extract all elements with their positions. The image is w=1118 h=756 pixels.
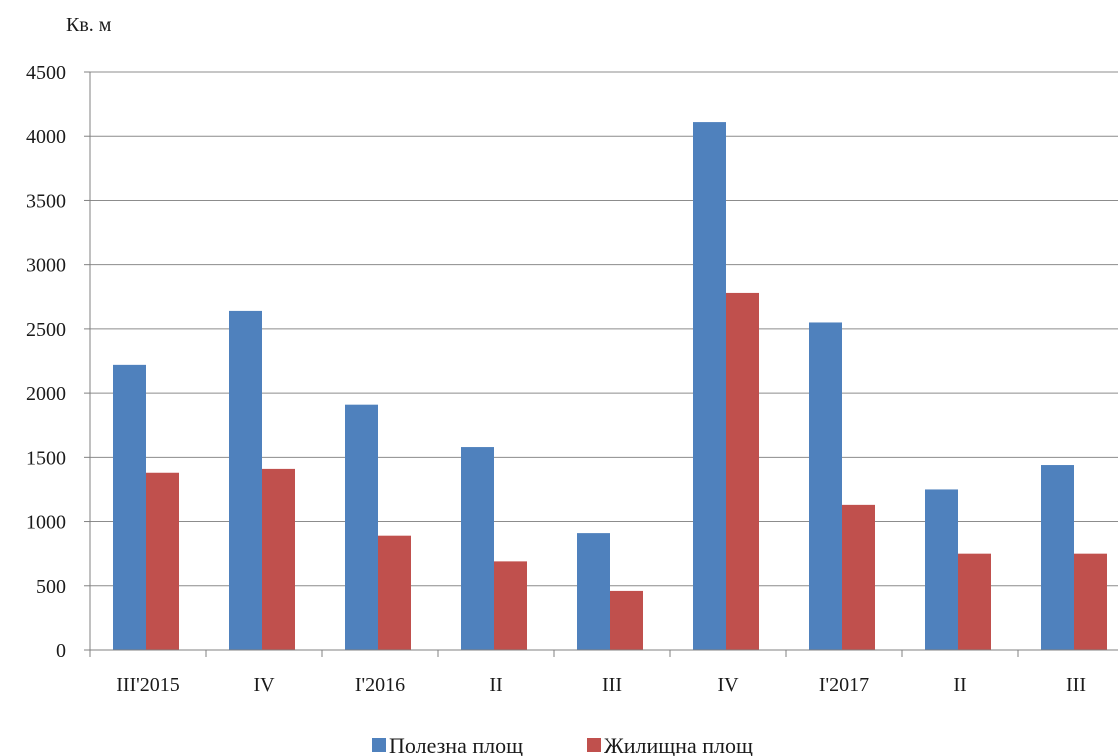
bar-useful-3: [461, 447, 494, 650]
x-tick-label-4: III: [602, 674, 622, 696]
legend-swatch-0: [372, 738, 386, 752]
x-tick-label-3: II: [489, 674, 502, 696]
bar-useful-0: [113, 364, 146, 650]
y-tick-label-4500: 4500: [26, 62, 66, 84]
y-tick-label-3000: 3000: [26, 255, 66, 277]
x-tick-label-6: I'2017: [819, 674, 869, 696]
bar-residential-6: [842, 504, 875, 650]
bar-residential-1: [262, 468, 295, 650]
bar-useful-1: [229, 310, 262, 650]
y-axis-label: Кв. м: [66, 14, 112, 36]
legend-swatch-1: [587, 738, 601, 752]
y-tick-label-0: 0: [56, 640, 66, 662]
legend: Полезна площ Жилищна площ: [372, 733, 753, 756]
axes: [84, 71, 1118, 657]
bar-residential-5: [726, 292, 759, 650]
bar-useful-5: [693, 122, 726, 651]
legend-label-1: Жилищна площ: [604, 733, 753, 756]
x-tick-label-2: I'2016: [355, 674, 405, 696]
y-tick-label-1000: 1000: [26, 512, 66, 534]
y-tick-label-1500: 1500: [26, 447, 66, 469]
x-tick-label-1: IV: [253, 674, 275, 696]
bar-residential-3: [494, 561, 527, 650]
bar-residential-2: [378, 535, 411, 650]
bar-useful-8: [1041, 465, 1074, 650]
bar-residential-7: [958, 553, 991, 650]
x-tick-label-0: III'2015: [116, 674, 180, 696]
bar-residential-0: [146, 472, 179, 650]
y-tick-label-2500: 2500: [26, 319, 66, 341]
x-tick-label-7: II: [953, 674, 966, 696]
x-tick-labels: III'2015 IV I'2016 II III IV I'2017 II III: [116, 674, 1086, 696]
y-tick-label-4000: 4000: [26, 126, 66, 148]
bar-useful-4: [577, 533, 610, 650]
legend-label-0: Полезна площ: [389, 733, 523, 756]
x-tick-label-8: III: [1066, 674, 1086, 696]
bar-useful-2: [345, 404, 378, 650]
y-tick-label-2000: 2000: [26, 383, 66, 405]
y-tick-labels: 0 500 1000 1500 2000 2500 3000 3500 4000 4500: [26, 62, 66, 662]
y-tick-label-500: 500: [36, 576, 66, 598]
bars: [113, 122, 1107, 651]
y-tick-label-3500: 3500: [26, 190, 66, 212]
bar-residential-4: [610, 590, 643, 650]
bar-residential-8: [1074, 553, 1107, 650]
bar-useful-6: [809, 322, 842, 650]
x-tick-label-5: IV: [717, 674, 739, 696]
bar-useful-7: [925, 489, 958, 650]
